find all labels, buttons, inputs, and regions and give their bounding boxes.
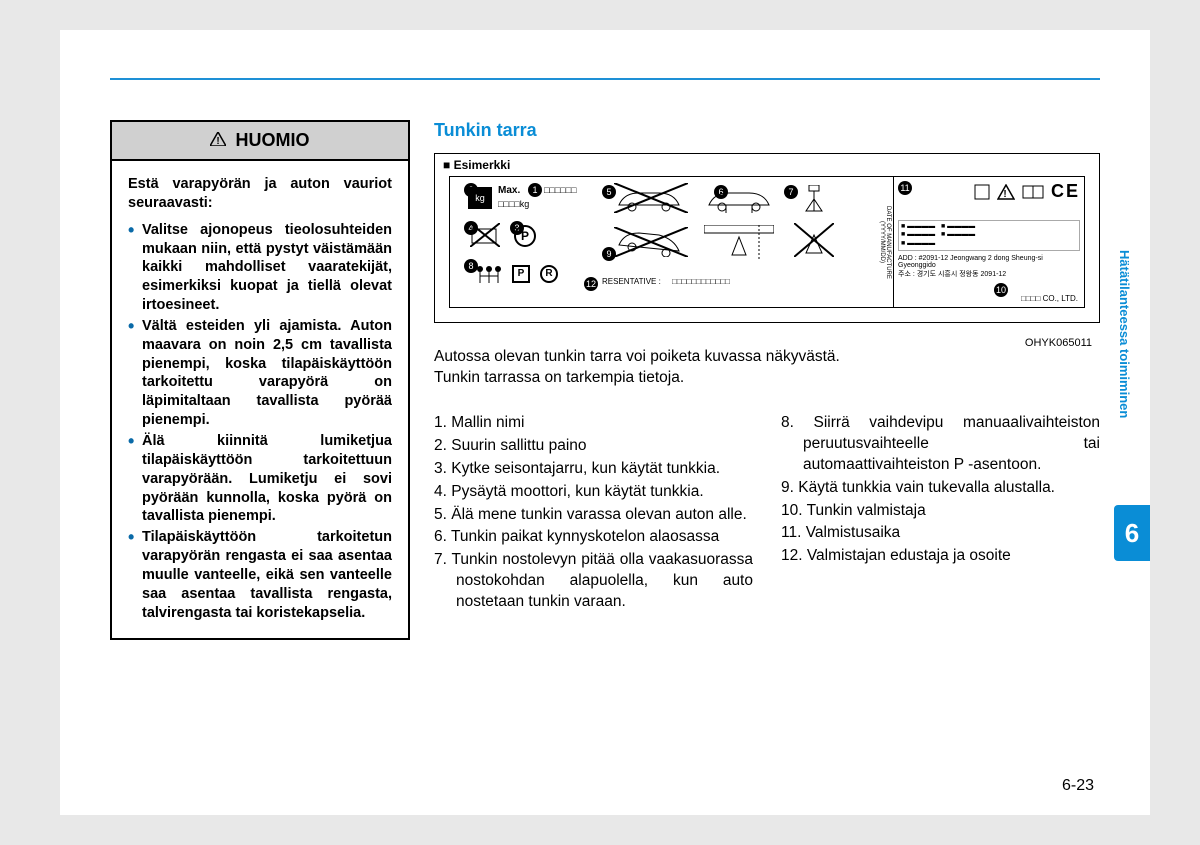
label-inner: 2 kg Max. 1 □□□□□□ □□□□kg 5 6 [449,176,1085,308]
callout-10: 10 [994,283,1008,297]
cross-icon [614,227,688,257]
gear-manual-icon [472,263,506,289]
kc-mark-icon [974,184,990,200]
callout-1: 1 [528,183,542,197]
callout-12: 12 [584,277,598,291]
figure-code: OHYK065011 [1025,337,1092,349]
content-area: ! HUOMIO Estä varapyörän ja auton vaurio… [110,120,1100,640]
blank-boxes: □□□□□□ [544,185,577,195]
list-col-right: 8. Siirrä vaihdevipu manuaalivaihteiston… [781,413,1100,615]
list-col-left: 1. Mallin nimi 2. Suurin sallittu paino … [434,413,753,615]
max-label: Max. [498,185,520,196]
jack-cross-icon [794,223,834,257]
info-row: ■ ▬▬▬▬ [901,240,1077,248]
caution-title: HUOMIO [236,130,310,150]
caution-item: Tilapäiskäyttöön tarkoitetun varapyörän … [128,528,392,622]
list-item: 9. Käytä tunkkia vain tukevalla alustall… [781,478,1100,499]
page-number: 6-23 [1062,777,1094,795]
jack-lift-icon [794,185,834,215]
warning-icon: ! [210,130,226,151]
section-title: Tunkin tarra [434,120,1100,141]
caution-header: ! HUOMIO [112,122,408,161]
ce-mark: CE [1051,181,1080,201]
numbered-columns: 1. Mallin nimi 2. Suurin sallittu paino … [434,413,1100,615]
list-item: 8. Siirrä vaihdevipu manuaalivaihteiston… [781,413,1100,476]
p-gear-icon: P [512,265,530,283]
label-right-panel: 11 ! CE ■ ▬▬▬▬ ■ ▬▬▬▬ ■ ▬▬▬▬ ■ ▬▬▬▬ ■ ▬▬… [894,177,1084,307]
list-item: 4. Pysäytä moottori, kun käytät tunkkia. [434,482,753,503]
caution-item: Vältä esteiden yli ajamista. Auton maava… [128,317,392,430]
address-kr: 주소 : 경기도 시흥시 정왕동 2091-12 [898,269,1080,279]
body-text-block: Autossa olevan tunkin tarra voi poiketa … [434,347,1100,389]
ce-row: ! CE [898,181,1080,202]
list-item: 5. Älä mene tunkin varassa olevan auton … [434,505,753,526]
weight-icon: kg [468,187,492,209]
caution-item: Valitse ajonopeus tieolosuhteiden mukaan… [128,221,392,315]
date-manufacture-label: DATE OF MANUFACTURE (YYYY/MM/DD) [881,187,891,297]
caution-intro: Estä varapyörän ja auton vauriot seuraav… [128,175,392,213]
left-column: ! HUOMIO Estä varapyörän ja auton vaurio… [110,120,410,640]
body-line: Tunkin tarrassa on tarkempia tietoja. [434,368,1100,389]
list-item: 7. Tunkin nostolevyn pitää olla vaakasuo… [434,550,753,613]
address-line: ADD : #2091-12 Jeongwang 2 dong Sheung-s… [898,255,1080,269]
list-item: 6. Tunkin paikat kynnyskotelon alaosassa [434,527,753,548]
cross-icon [614,183,688,213]
warning-triangle-icon: ! [997,184,1015,200]
callout-11: 11 [898,181,912,195]
figure-caption: ■ Esimerkki [443,158,510,172]
r-gear-icon: R [540,265,558,283]
label-left-panel: 2 kg Max. 1 □□□□□□ □□□□kg 5 6 [450,177,894,307]
korean-info-box: ■ ▬▬▬▬ ■ ▬▬▬▬ ■ ▬▬▬▬ ■ ▬▬▬▬ ■ ▬▬▬▬ [898,220,1080,251]
car-icon [704,185,774,213]
parking-brake-icon: P [514,225,536,247]
svg-text:!: ! [217,136,220,146]
caution-item: Älä kiinnitä lumiketjua tilapäiskäyttöön… [128,432,392,526]
body-line: Autossa olevan tunkin tarra voi poiketa … [434,347,1100,368]
co-line: □□□□ CO., LTD. [1021,294,1078,303]
list-item: 11. Valmistusaika [781,523,1100,544]
list-item: 12. Valmistajan edustaja ja osoite [781,546,1100,567]
rep-label: RESENTATIVE : [602,277,661,286]
caution-box: ! HUOMIO Estä varapyörän ja auton vaurio… [110,120,410,640]
list-item: 1. Mallin nimi [434,413,753,434]
engine-off-icon [470,223,500,247]
jack-label-figure: ■ Esimerkki 2 kg Max. 1 □□□□□□ □□□□kg 5 [434,153,1100,323]
list-item: 2. Suurin sallittu paino [434,436,753,457]
icon-grid: 2 kg Max. 1 □□□□□□ □□□□kg 5 6 [454,181,889,303]
top-divider [110,78,1100,80]
chapter-tab: 6 [1114,505,1150,561]
kg-boxes: □□□□kg [498,199,529,209]
rep-boxes: □□□□□□□□□□□□ [672,277,730,286]
right-column: Tunkin tarra ■ Esimerkki 2 kg Max. 1 □□□… [434,120,1100,640]
page: ! HUOMIO Estä varapyörän ja auton vaurio… [60,30,1150,815]
info-row: ■ ▬▬▬▬ ■ ▬▬▬▬ [901,223,1077,231]
manual-book-icon [1022,184,1044,200]
caution-list: Valitse ajonopeus tieolosuhteiden mukaan… [128,221,392,623]
info-row: ■ ▬▬▬▬ ■ ▬▬▬▬ [901,231,1077,239]
jack-placement-icon [704,225,774,259]
svg-text:!: ! [1003,189,1008,200]
caution-body: Estä varapyörän ja auton vauriot seuraav… [112,161,408,638]
list-item: 3. Kytke seisontajarru, kun käytät tunkk… [434,459,753,480]
list-item: 10. Tunkin valmistaja [781,501,1100,522]
side-section-label: Hätätilanteessa toimiminen [1117,250,1132,418]
